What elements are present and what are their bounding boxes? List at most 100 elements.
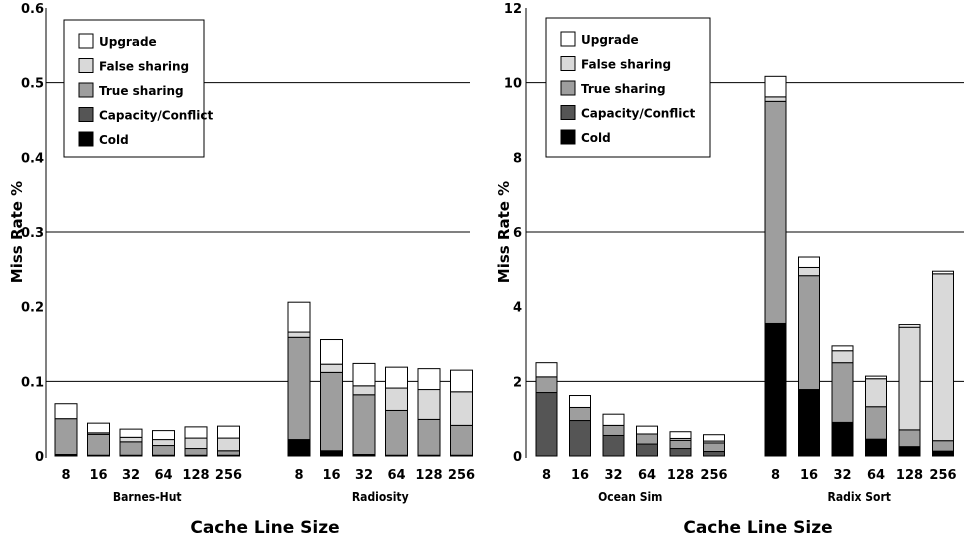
legend-swatch (78, 107, 94, 122)
bar-segment-upgrade (385, 366, 408, 389)
group-label: Barnes-Hut (113, 490, 182, 504)
x-tick-label: 64 (387, 468, 405, 483)
x-tick-label: 256 (448, 468, 475, 483)
bar-segment-false-sharing (798, 266, 820, 277)
y-axis-label: Miss Rate % (495, 181, 513, 283)
bar-segment-false-sharing (450, 391, 473, 426)
y-tick-label: 0 (513, 450, 522, 465)
bar-segment-upgrade (119, 428, 143, 438)
x-tick-label: 256 (929, 468, 956, 483)
legend-label: True sharing (99, 84, 184, 98)
bar-segment-upgrade (54, 403, 78, 420)
bar-segment-upgrade (535, 362, 558, 378)
bar-segment-false-sharing (320, 363, 343, 373)
legend-swatch (560, 31, 576, 47)
bar-segment-true-sharing (535, 376, 558, 394)
x-tick-label: 32 (355, 468, 373, 483)
legend-label: Upgrade (99, 35, 157, 49)
bar-segment-true-sharing (320, 371, 343, 452)
bar-segment-true-sharing (798, 275, 820, 391)
x-tick-label: 128 (415, 468, 442, 483)
x-tick-label: 128 (182, 468, 209, 483)
bar-segment-capacity-conflict (669, 448, 692, 457)
bar-segment-upgrade (217, 425, 240, 439)
bar-segment-upgrade (798, 256, 820, 268)
x-tick-label: 64 (638, 468, 656, 483)
chart-panel-2: 0 2 4 6 8 10 12 Miss Rate % Cache Line Size 8 16 32… (495, 2, 964, 538)
legend: Upgrade False sharing True sharing Capacity… (63, 19, 213, 158)
bar-segment-false-sharing (119, 436, 143, 443)
bar-segment-upgrade (320, 339, 343, 365)
x-tick-label: 8 (294, 468, 303, 483)
bar-segment-upgrade (764, 75, 787, 98)
y-tick-label: 0.6 (21, 2, 44, 17)
bar-segment-cold (798, 389, 820, 457)
bar-segment-upgrade (417, 368, 441, 391)
bar-segment-upgrade (932, 270, 954, 275)
group-label: Ocean Sim (598, 490, 662, 504)
bar-segment-capacity-conflict (569, 420, 591, 457)
x-tick-label: 256 (215, 468, 242, 483)
bar-segment-cold (932, 450, 954, 457)
x-tick-label: 32 (604, 468, 622, 483)
bar-segment-false-sharing (217, 437, 240, 452)
legend-swatch (78, 82, 94, 98)
bar-segment-capacity-conflict (703, 451, 725, 457)
bar-segment-true-sharing (932, 440, 954, 452)
x-tick-label: 64 (154, 468, 172, 483)
legend-label: Capacity/Conflict (99, 109, 213, 123)
bar-segment-capacity-conflict (636, 443, 658, 457)
bar-segment-false-sharing (152, 439, 175, 447)
y-axis-label: Miss Rate % (8, 181, 26, 283)
bar-segment-true-sharing (636, 433, 658, 445)
bar-segment-true-sharing (417, 418, 441, 456)
bar-segment-upgrade (352, 362, 376, 387)
bar-segment-upgrade (450, 369, 473, 393)
y-tick-label: 4 (513, 301, 522, 316)
y-tick-label: 0.4 (21, 151, 44, 166)
legend-swatch (78, 58, 94, 73)
bar-segment-capacity-conflict (535, 392, 558, 457)
bar-segment-false-sharing (287, 331, 311, 338)
y-tick-label: 10 (504, 77, 522, 92)
x-tick-label: 128 (667, 468, 694, 483)
legend-label: Capacity/Conflict (581, 107, 695, 121)
legend-label: False sharing (581, 58, 671, 72)
x-tick-label: 256 (700, 468, 727, 483)
bar-segment-cold (764, 322, 787, 457)
bar-segment-cold (287, 439, 311, 457)
bar-segment-cold (831, 421, 854, 457)
bar-segment-false-sharing (352, 385, 376, 396)
bar-segment-upgrade (865, 375, 887, 380)
x-tick-label: 128 (896, 468, 923, 483)
legend-swatch (78, 33, 94, 49)
group-label: Radiosity (352, 490, 409, 504)
bar-segment-true-sharing (87, 433, 110, 456)
bar-segment-true-sharing (569, 406, 591, 422)
x-tick-label: 32 (833, 468, 851, 483)
bar-segment-upgrade (703, 434, 725, 442)
x-tick-label: 8 (61, 468, 70, 483)
legend: Upgrade False sharing True sharing Capacity… (545, 17, 711, 158)
bar-segment-true-sharing (119, 441, 143, 456)
bar-segment-upgrade (287, 301, 311, 333)
y-tick-label: 0.1 (21, 375, 44, 390)
bar-segment-true-sharing (602, 424, 625, 436)
legend-label: True sharing (581, 82, 666, 96)
bar-segment-true-sharing (703, 442, 725, 453)
bar-segment-upgrade (898, 324, 921, 328)
bar-segment-true-sharing (217, 450, 240, 456)
chart-panel-1: 0 0.1 0.2 0.3 0.4 0.5 0.6 Miss Rate % Cache Line… (8, 2, 475, 538)
legend-swatch (560, 129, 576, 145)
x-tick-label: 8 (542, 468, 551, 483)
bar-segment-upgrade (669, 431, 692, 439)
bar-segment-true-sharing (764, 100, 787, 324)
bar-segment-false-sharing (417, 389, 441, 420)
y-tick-label: 6 (513, 226, 522, 241)
y-tick-label: 0.2 (21, 301, 44, 316)
bar-segment-upgrade (87, 422, 110, 434)
bar-segment-true-sharing (152, 445, 175, 456)
bar-segment-false-sharing (898, 326, 921, 431)
bar-segment-upgrade (152, 430, 175, 441)
